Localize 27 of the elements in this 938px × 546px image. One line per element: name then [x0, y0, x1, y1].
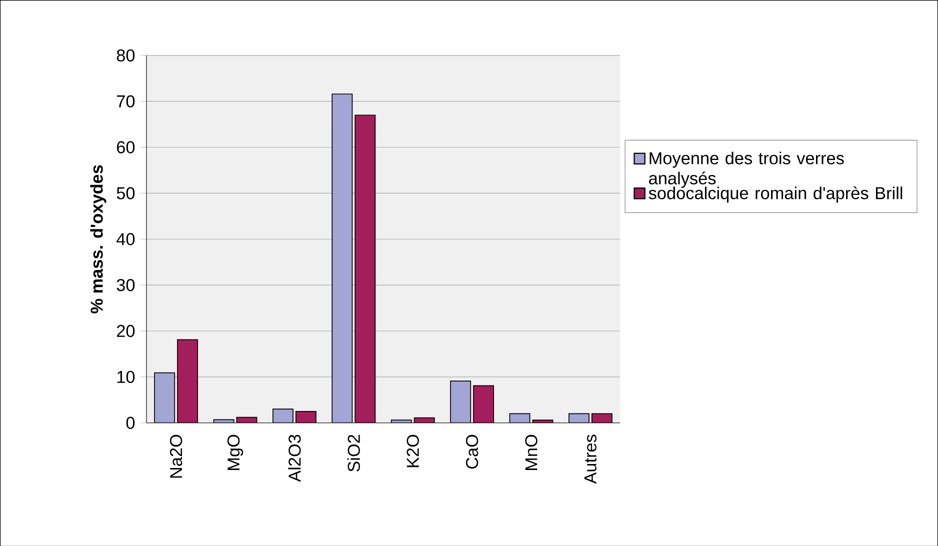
y-tick-label: 20 — [116, 324, 135, 337]
x-tick-label: CaO — [466, 434, 478, 468]
y-tick-label: 70 — [116, 95, 135, 108]
y-tick-label: 50 — [116, 186, 135, 200]
x-tick-label: Na2O — [170, 434, 182, 478]
x-tick-label: Al2O3 — [288, 434, 301, 482]
bar — [177, 339, 198, 423]
y-axis-title: % mass. d'oxydes — [90, 165, 106, 314]
x-tick-label: K2O — [406, 434, 419, 467]
y-tick-label: 0 — [126, 416, 135, 429]
bar — [510, 413, 530, 423]
y-tick-label: 40 — [116, 232, 135, 246]
legend-label: Moyenne des trois verres analysés — [649, 151, 844, 188]
x-tick-label: MgO — [227, 434, 244, 470]
x-tick-label: SiO2 — [347, 434, 360, 472]
y-tick-label: 30 — [116, 278, 135, 291]
bar — [332, 93, 353, 423]
bar — [354, 114, 376, 423]
x-tick-label: Autres — [584, 434, 596, 484]
y-tick-label: 10 — [117, 370, 135, 383]
y-tick-label: 60 — [116, 140, 135, 154]
bar — [473, 385, 494, 423]
y-tick-label: 80 — [116, 49, 135, 62]
bar — [450, 380, 472, 423]
x-tick-label: MnO — [525, 434, 538, 470]
legend-label: sodocalcique romain d'après Brill — [648, 186, 902, 202]
bar — [154, 372, 176, 423]
